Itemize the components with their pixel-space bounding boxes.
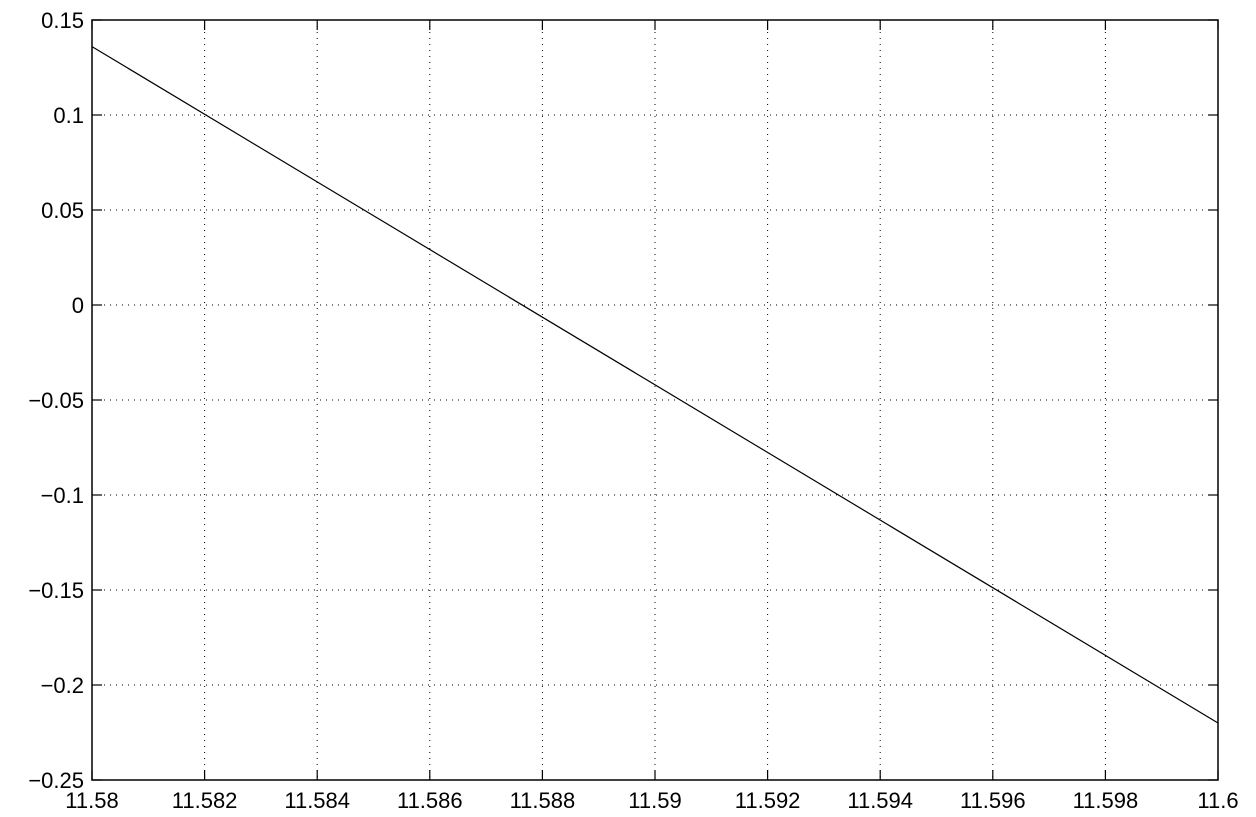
- y-tick-label: 0.1: [53, 103, 84, 128]
- x-tick-label: 11.592: [735, 788, 801, 813]
- x-tick-label: 11.596: [960, 788, 1026, 813]
- x-tick-label: 11.588: [510, 788, 576, 813]
- y-tick-label: −0.05: [28, 388, 84, 413]
- x-tick-label: 11.586: [397, 788, 463, 813]
- series-layer: [91, 46, 1219, 724]
- y-tick-label: 0: [72, 293, 84, 318]
- y-tick-label: 0.15: [41, 8, 84, 33]
- x-tick-labels: 11.58 11.582 11.584 11.586 11.588 11.59 11.592…: [65, 788, 1238, 813]
- y-tick-label: −0.1: [41, 483, 84, 508]
- y-tick-label: −0.2: [41, 673, 84, 698]
- x-tick-label: 11.58: [65, 788, 118, 813]
- grid: [92, 20, 1218, 780]
- x-tick-label: 11.6: [1197, 788, 1238, 813]
- x-tick-label: 11.59: [628, 788, 681, 813]
- y-tick-label: −0.15: [28, 578, 84, 603]
- y-tick-labels: 0.15 0.1 0.05 0 −0.05 −0.1 −0.15 −0.2 −0.25: [28, 8, 84, 793]
- y-tick-label: −0.25: [28, 768, 84, 793]
- y-tick-label: 0.05: [41, 198, 84, 223]
- x-tick-label: 11.594: [847, 788, 913, 813]
- x-tick-label: 11.582: [172, 788, 238, 813]
- tick-marks: [91, 19, 1219, 781]
- x-tick-label: 11.598: [1073, 788, 1139, 813]
- series-line: [91, 46, 1219, 724]
- x-tick-label: 11.584: [284, 788, 350, 813]
